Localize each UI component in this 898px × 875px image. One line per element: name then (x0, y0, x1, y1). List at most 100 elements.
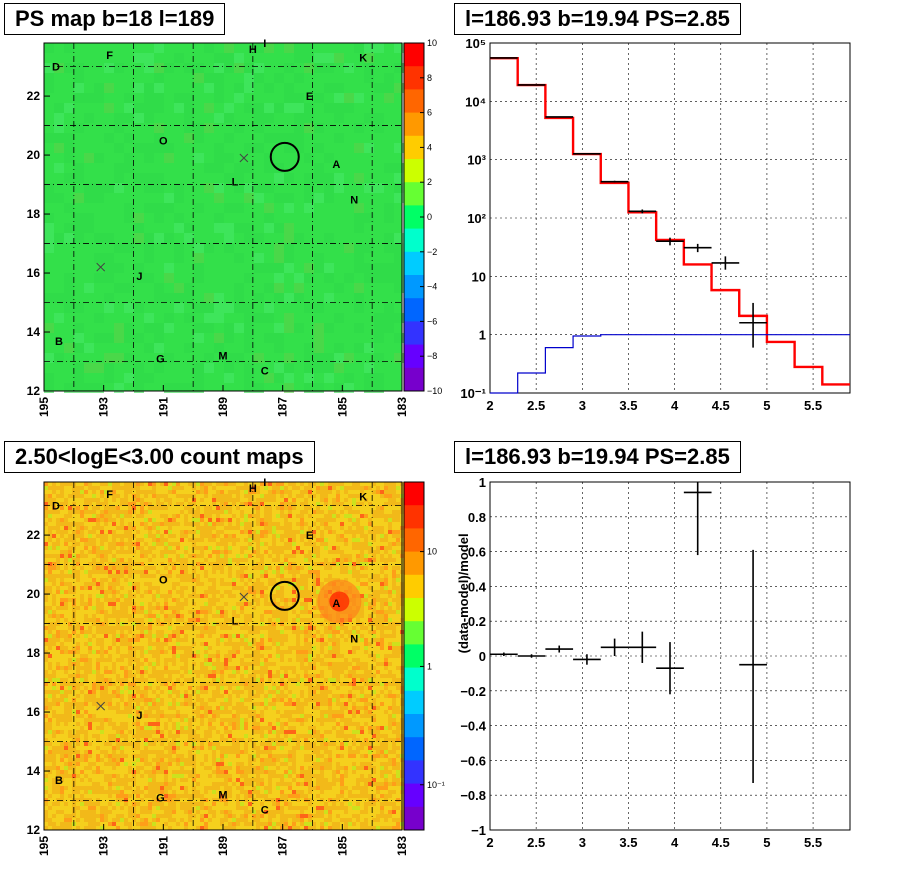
map2-pixel (56, 542, 60, 546)
map2-pixel (148, 562, 152, 566)
map2-pixel (172, 570, 176, 574)
map2-pixel (132, 674, 136, 678)
map2-pixel (364, 646, 368, 650)
map2-pixel (188, 502, 192, 506)
map1-pixel (154, 333, 164, 343)
map1-pixel (54, 103, 64, 113)
map2-pixel (356, 622, 360, 626)
map2-pixel (316, 522, 320, 526)
map2-pixel (52, 490, 56, 494)
map2-pixel (240, 486, 244, 490)
map2-pixel (88, 578, 92, 582)
map2-pixel (272, 650, 276, 654)
map2-pixel (328, 522, 332, 526)
map2-pixel (272, 518, 276, 522)
map2-pixel (284, 494, 288, 498)
map2-pixel (128, 666, 132, 670)
map1-pixel (54, 193, 64, 203)
map1-pixel (254, 193, 264, 203)
map2-pixel (52, 514, 56, 518)
map2-pixel (292, 662, 296, 666)
map2-pixel (300, 482, 304, 486)
map2-pixel (356, 502, 360, 506)
map2-pixel (116, 602, 120, 606)
map2-pixel (360, 482, 364, 486)
map2-pixel (344, 518, 348, 522)
map2-pixel (104, 598, 108, 602)
map1-pixel (264, 333, 274, 343)
map2-pixel (80, 598, 84, 602)
map2-pixel (96, 606, 100, 610)
map2-pixel (156, 586, 160, 590)
map2-pixel (236, 570, 240, 574)
map2-pixel (84, 602, 88, 606)
map2-pixel (244, 570, 248, 574)
map2-pixel (196, 586, 200, 590)
map2-pixel (236, 574, 240, 578)
map2-pixel (332, 630, 336, 634)
map2-pixel (192, 530, 196, 534)
map2-pixel (88, 590, 92, 594)
map2-pixel (216, 642, 220, 646)
map2-pixel (212, 606, 216, 610)
map2-pixel (312, 518, 316, 522)
map2-pixel (120, 482, 124, 486)
map2-pixel (164, 554, 168, 558)
map2-pixel (56, 610, 60, 614)
map2-pixel (388, 558, 392, 562)
map2-pixel (296, 554, 300, 558)
map2-pixel (172, 606, 176, 610)
map2-pixel (296, 578, 300, 582)
map2-pixel (216, 562, 220, 566)
map2-pixel (108, 658, 112, 662)
map2-pixel (124, 606, 128, 610)
map1-pixel (244, 333, 254, 343)
map2-pixel (264, 558, 268, 562)
map2-pixel (256, 566, 260, 570)
map2-pixel (68, 498, 72, 502)
map2-pixel (296, 506, 300, 510)
map2-pixel (132, 494, 136, 498)
map2-pixel (240, 614, 244, 618)
map2-pixel (232, 518, 236, 522)
map2-pixel (140, 510, 144, 514)
map2-pixel (292, 654, 296, 658)
map2-pixel (80, 594, 84, 598)
map2-pixel (396, 570, 400, 574)
map2-pixel (180, 562, 184, 566)
map2-pixel (84, 670, 88, 674)
map2-pixel (184, 650, 188, 654)
map1-pixel (284, 323, 294, 333)
map2-pixel (212, 574, 216, 578)
map2-pixel (248, 586, 252, 590)
map2-pixel (108, 654, 112, 658)
map2-pixel (336, 494, 340, 498)
map2-pixel (280, 654, 284, 658)
map1-pixel (204, 313, 214, 323)
map2-pixel (272, 578, 276, 582)
map2-pixel (380, 486, 384, 490)
map2-pixel (184, 530, 188, 534)
map2-pixel (392, 586, 396, 590)
map2-pixel (220, 558, 224, 562)
map2-pixel (304, 650, 308, 654)
map2-pixel (276, 494, 280, 498)
map2-pixel (52, 626, 56, 630)
map2-pixel (60, 514, 64, 518)
map2-pixel (232, 542, 236, 546)
map2-pixel (192, 494, 196, 498)
map2-pixel (348, 578, 352, 582)
map2-pixel (296, 558, 300, 562)
map2-pixel (48, 626, 52, 630)
map2-pixel (280, 502, 284, 506)
map2-pixel (108, 514, 112, 518)
map2-pixel (168, 502, 172, 506)
map2-pixel (268, 486, 272, 490)
map1-pixel (344, 93, 354, 103)
map2-pixel (392, 482, 396, 486)
map2-pixel (204, 670, 208, 674)
map2-pixel (348, 506, 352, 510)
map2-pixel (308, 658, 312, 662)
map2-pixel (252, 598, 256, 602)
map2-pixel (116, 502, 120, 506)
